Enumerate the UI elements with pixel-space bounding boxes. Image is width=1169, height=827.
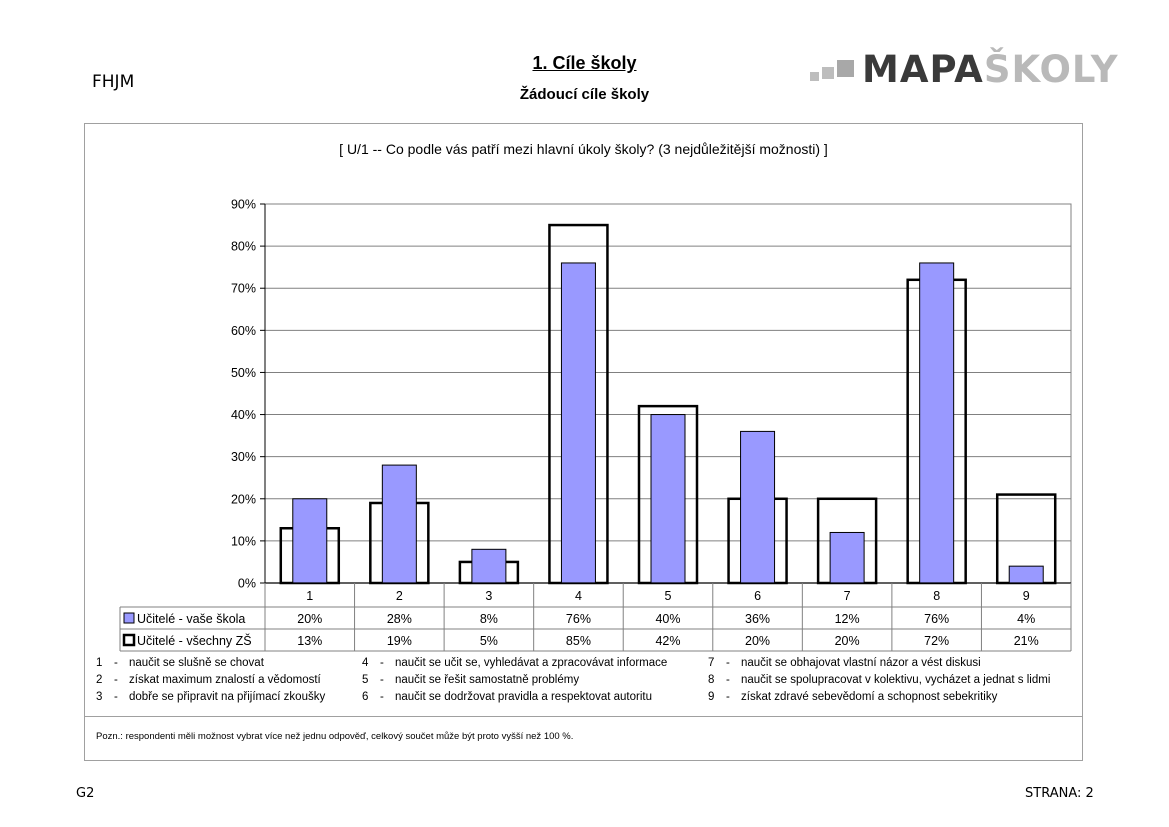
legend-note-number: 6 <box>362 691 369 703</box>
legend-note-number: 8 <box>708 674 715 686</box>
page-title: 1. Cíle školy <box>0 53 1169 74</box>
data-label-all-schools: 42% <box>655 634 680 648</box>
legend-note-text: naučit se dodržovat pravidla a respektov… <box>395 691 652 703</box>
legend-key-all-schools <box>122 633 136 647</box>
data-label-all-schools: 85% <box>566 634 591 648</box>
y-tick-label: 80% <box>231 240 256 254</box>
legend-note-dash: - <box>380 691 384 703</box>
legend-label-your-school: Učitelé - vaše škola <box>137 612 245 626</box>
legend-note-dash: - <box>380 674 384 686</box>
bar-your-school <box>740 430 776 584</box>
data-label-your-school: 12% <box>835 612 860 626</box>
legend-note-number: 3 <box>96 691 103 703</box>
page-title-text: 1. Cíle školy <box>532 53 637 73</box>
logo-text-dark: MAPA <box>862 48 984 91</box>
legend-note-text: naučit se řešit samostatně problémy <box>395 674 580 686</box>
legend-note-text: naučit se učit se, vyhledávat a zpracová… <box>395 657 668 669</box>
y-tick-label: 50% <box>231 366 256 380</box>
footer-page-code: G2 <box>76 786 95 801</box>
data-label-all-schools: 13% <box>297 634 322 648</box>
legend-label-all-schools: Učitelé - všechny ZŠ <box>137 633 252 648</box>
bar-your-school <box>650 414 686 584</box>
bar-your-school <box>1008 565 1044 584</box>
data-label-all-schools: 20% <box>835 634 860 648</box>
x-tick-label: 9 <box>1023 589 1030 603</box>
legend-note-number: 1 <box>96 657 103 669</box>
x-tick-label: 4 <box>575 589 582 603</box>
legend-note-number: 5 <box>362 674 369 686</box>
data-label-your-school: 40% <box>655 612 680 626</box>
x-tick-label: 5 <box>665 589 672 603</box>
data-label-your-school: 4% <box>1017 612 1035 626</box>
legend-note-text: naučit se obhajovat vlastní názor a vést… <box>741 657 981 669</box>
x-tick-label: 1 <box>306 589 313 603</box>
legend-note-number: 4 <box>362 657 369 669</box>
data-label-your-school: 8% <box>480 612 498 626</box>
y-tick-label: 90% <box>231 198 256 212</box>
data-label-all-schools: 19% <box>387 634 412 648</box>
legend-note-number: 2 <box>96 674 103 686</box>
data-label-your-school: 76% <box>924 612 949 626</box>
y-tick-label: 30% <box>231 450 256 464</box>
bar-your-school <box>381 464 417 584</box>
data-label-all-schools: 21% <box>1014 634 1039 648</box>
chart-title: [ U/1 -- Co podle vás patří mezi hlavní … <box>339 141 828 157</box>
legend-note-text: naučit se spolupracovat v kolektivu, vyc… <box>741 674 1051 686</box>
x-tick-label: 6 <box>754 589 761 603</box>
data-label-your-school: 76% <box>566 612 591 626</box>
data-label-your-school: 20% <box>297 612 322 626</box>
x-tick-label: 7 <box>844 589 851 603</box>
x-tick-label: 3 <box>485 589 492 603</box>
page-subtitle: Žádoucí cíle školy <box>519 86 650 103</box>
data-label-your-school: 28% <box>387 612 412 626</box>
bar-your-school <box>560 262 596 584</box>
footnote: Pozn.: respondenti měli možnost vybrat v… <box>96 731 574 742</box>
bar-your-school <box>829 531 865 584</box>
y-tick-label: 70% <box>231 282 256 296</box>
legend-note-number: 7 <box>708 657 715 669</box>
bar-your-school <box>471 548 507 584</box>
legend-note-text: získat zdravé sebevědomí a schopnost seb… <box>741 691 998 703</box>
legend-note-dash: - <box>726 674 730 686</box>
y-tick-label: 60% <box>231 324 256 338</box>
footer-page-number: STRANA: 2 <box>1025 786 1094 801</box>
bar-your-school <box>292 498 328 584</box>
school-code: FHJM <box>92 72 135 92</box>
legend-note-dash: - <box>114 691 118 703</box>
data-label-all-schools: 72% <box>924 634 949 648</box>
legend-note-dash: - <box>726 657 730 669</box>
legend-note-dash: - <box>114 657 118 669</box>
y-tick-label: 10% <box>231 534 256 548</box>
legend-note-text: získat maximum znalostí a vědomostí <box>129 674 321 686</box>
legend-note-number: 9 <box>708 691 715 703</box>
y-tick-label: 0% <box>238 577 256 591</box>
divider <box>84 716 1083 717</box>
legend-note-dash: - <box>380 657 384 669</box>
mapa-skoly-logo: MAPAŠKOLY <box>810 48 1118 91</box>
bar-your-school <box>919 262 955 584</box>
chart-frame <box>84 123 1083 761</box>
y-tick-label: 20% <box>231 492 256 506</box>
data-label-all-schools: 20% <box>745 634 770 648</box>
legend-key-your-school <box>123 612 135 624</box>
logo-text-light: ŠKOLY <box>983 48 1119 91</box>
data-label-your-school: 36% <box>745 612 770 626</box>
y-tick-label: 40% <box>231 408 256 422</box>
x-tick-label: 2 <box>396 589 403 603</box>
legend-note-dash: - <box>114 674 118 686</box>
x-tick-label: 8 <box>933 589 940 603</box>
legend-note-text: dobře se připravit na přijímací zkoušky <box>129 691 326 703</box>
data-label-all-schools: 5% <box>480 634 498 648</box>
legend-note-dash: - <box>726 691 730 703</box>
legend-note-text: naučit se slušně se chovat <box>129 657 264 669</box>
